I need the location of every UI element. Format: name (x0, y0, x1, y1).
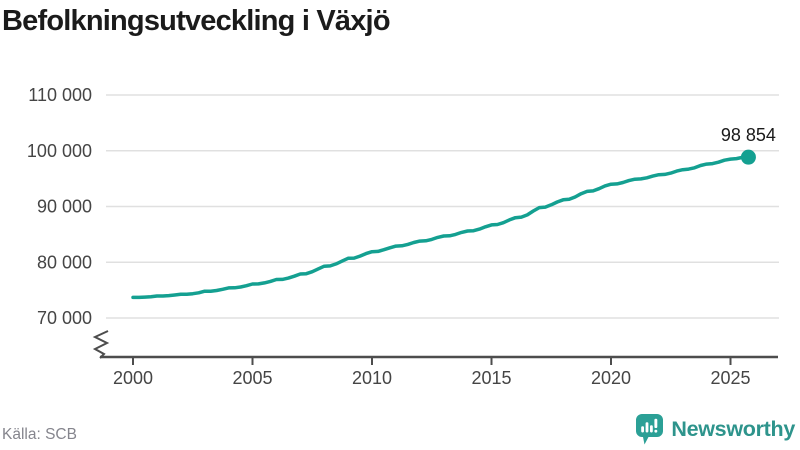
x-axis-label: 2010 (352, 368, 392, 388)
series-end-value-label: 98 854 (721, 125, 776, 145)
newsworthy-wordmark: Newsworthy (671, 417, 795, 441)
x-axis-label: 2015 (471, 368, 511, 388)
x-axis-label: 2005 (232, 368, 272, 388)
population-series-line (131, 155, 751, 300)
y-axis-label: 100 000 (27, 141, 92, 161)
y-axis-label: 70 000 (37, 308, 92, 328)
y-axis-label: 80 000 (37, 252, 92, 272)
newsworthy-logo: Newsworthy (635, 413, 795, 446)
y-axis-label: 110 000 (28, 85, 92, 105)
source-label: Källa: SCB (2, 426, 77, 443)
series-end-dot (740, 149, 756, 165)
y-axis-break-icon (92, 330, 110, 359)
newsworthy-chart-bubble-icon (636, 414, 664, 445)
x-axis-label: 2020 (591, 368, 631, 388)
x-axis-label: 2025 (710, 368, 750, 388)
page-title: Befolkningsutveckling i Växjö (2, 5, 391, 37)
y-axis-label: 90 000 (37, 197, 92, 217)
x-axis-label: 2000 (113, 368, 153, 388)
